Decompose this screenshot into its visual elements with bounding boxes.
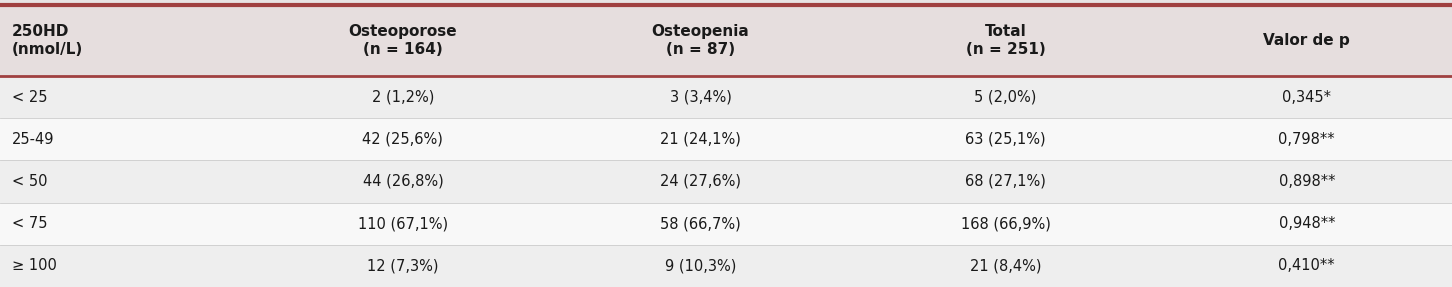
Text: 2 (1,2%): 2 (1,2%) bbox=[372, 90, 434, 104]
Text: 9 (10,3%): 9 (10,3%) bbox=[665, 258, 736, 274]
Text: 0,345*: 0,345* bbox=[1282, 90, 1331, 104]
Text: 250HD
(nmol/L): 250HD (nmol/L) bbox=[12, 24, 83, 57]
Text: < 75: < 75 bbox=[12, 216, 46, 231]
Text: 21 (8,4%): 21 (8,4%) bbox=[970, 258, 1041, 274]
Text: Osteoporose
(n = 164): Osteoporose (n = 164) bbox=[348, 24, 457, 57]
Text: 3 (3,4%): 3 (3,4%) bbox=[669, 90, 732, 104]
Text: Total
(n = 251): Total (n = 251) bbox=[966, 24, 1045, 57]
Text: 0,898**: 0,898** bbox=[1279, 174, 1334, 189]
Text: < 25: < 25 bbox=[12, 90, 46, 104]
Text: 0,948**: 0,948** bbox=[1279, 216, 1334, 231]
Text: Osteopenia
(n = 87): Osteopenia (n = 87) bbox=[652, 24, 749, 57]
Text: 42 (25,6%): 42 (25,6%) bbox=[363, 132, 443, 147]
Text: 63 (25,1%): 63 (25,1%) bbox=[966, 132, 1045, 147]
Bar bbox=[0, 245, 1452, 287]
Text: < 50: < 50 bbox=[12, 174, 46, 189]
Text: Valor de p: Valor de p bbox=[1263, 33, 1350, 48]
Text: 44 (26,8%): 44 (26,8%) bbox=[363, 174, 443, 189]
Text: 5 (2,0%): 5 (2,0%) bbox=[974, 90, 1037, 104]
Text: 168 (66,9%): 168 (66,9%) bbox=[961, 216, 1050, 231]
Text: ≥ 100: ≥ 100 bbox=[12, 258, 57, 274]
Text: 68 (27,1%): 68 (27,1%) bbox=[966, 174, 1045, 189]
Text: 0,798**: 0,798** bbox=[1279, 132, 1334, 147]
Text: 58 (66,7%): 58 (66,7%) bbox=[661, 216, 741, 231]
Text: 25-49: 25-49 bbox=[12, 132, 54, 147]
Text: 24 (27,6%): 24 (27,6%) bbox=[661, 174, 741, 189]
Bar bbox=[0, 118, 1452, 160]
Bar bbox=[0, 160, 1452, 203]
Text: 12 (7,3%): 12 (7,3%) bbox=[367, 258, 439, 274]
Bar bbox=[0, 203, 1452, 245]
Bar bbox=[0, 76, 1452, 118]
Text: 0,410**: 0,410** bbox=[1279, 258, 1334, 274]
Text: 21 (24,1%): 21 (24,1%) bbox=[661, 132, 741, 147]
Bar bbox=[0, 5, 1452, 76]
Text: 110 (67,1%): 110 (67,1%) bbox=[357, 216, 449, 231]
